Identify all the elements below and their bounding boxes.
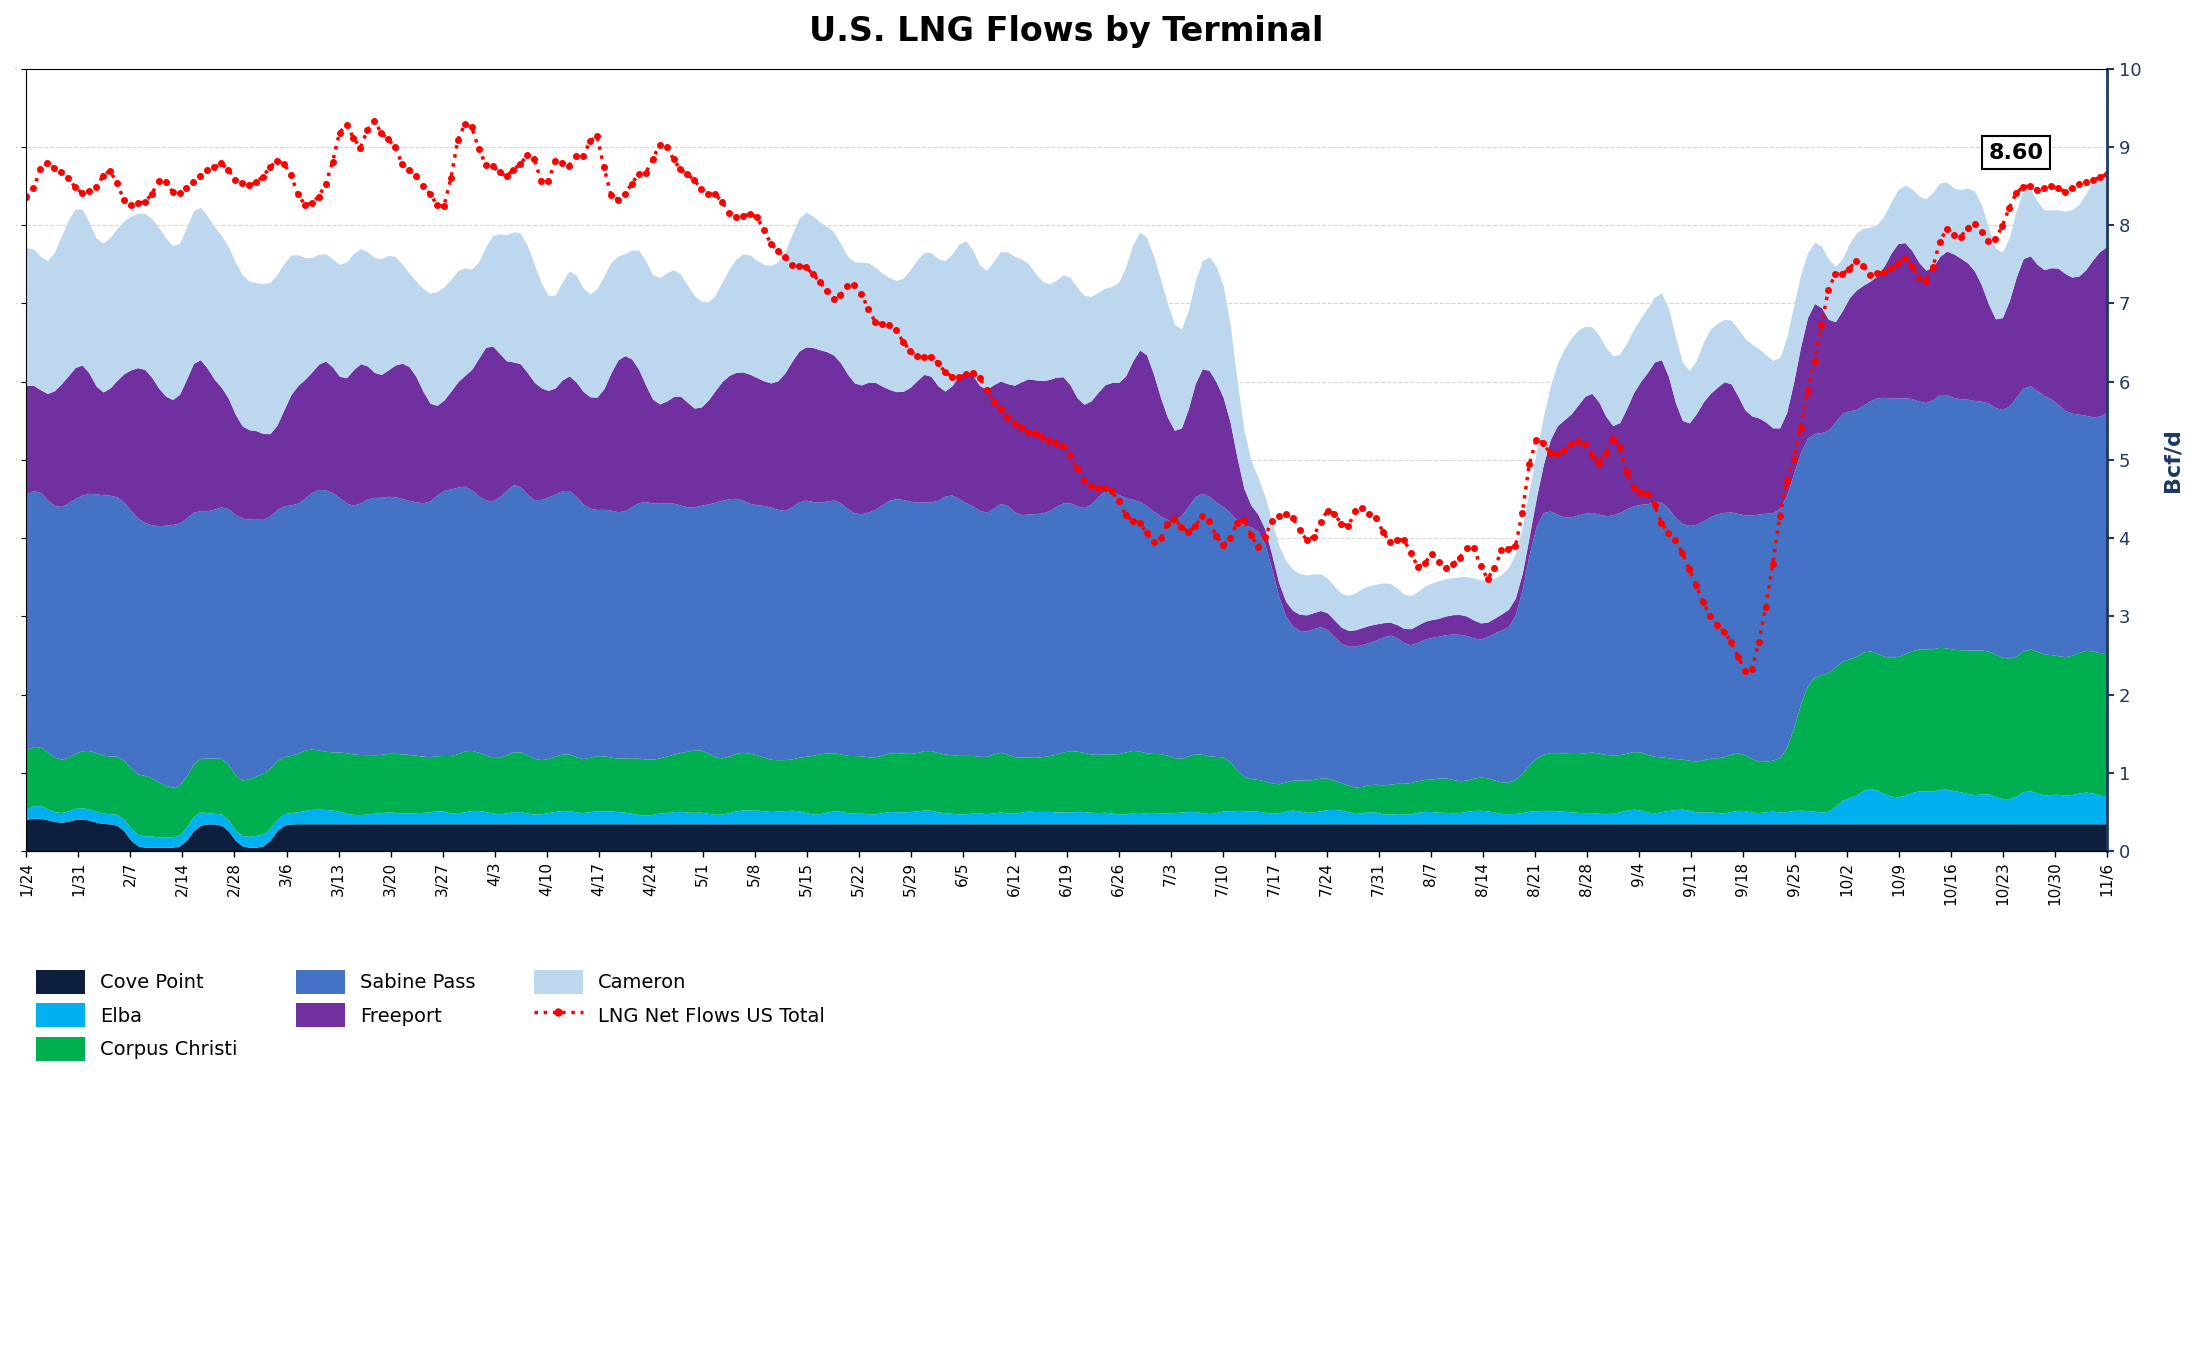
Text: 8.60: 8.60	[1988, 143, 2043, 163]
Y-axis label: Bcf/d: Bcf/d	[2162, 428, 2182, 491]
Title: U.S. LNG Flows by Terminal: U.S. LNG Flows by Terminal	[808, 15, 1325, 49]
Legend: Cove Point, Elba, Corpus Christi, Sabine Pass, Freeport, Cameron, LNG Net Flows : Cove Point, Elba, Corpus Christi, Sabine…	[35, 969, 826, 1061]
